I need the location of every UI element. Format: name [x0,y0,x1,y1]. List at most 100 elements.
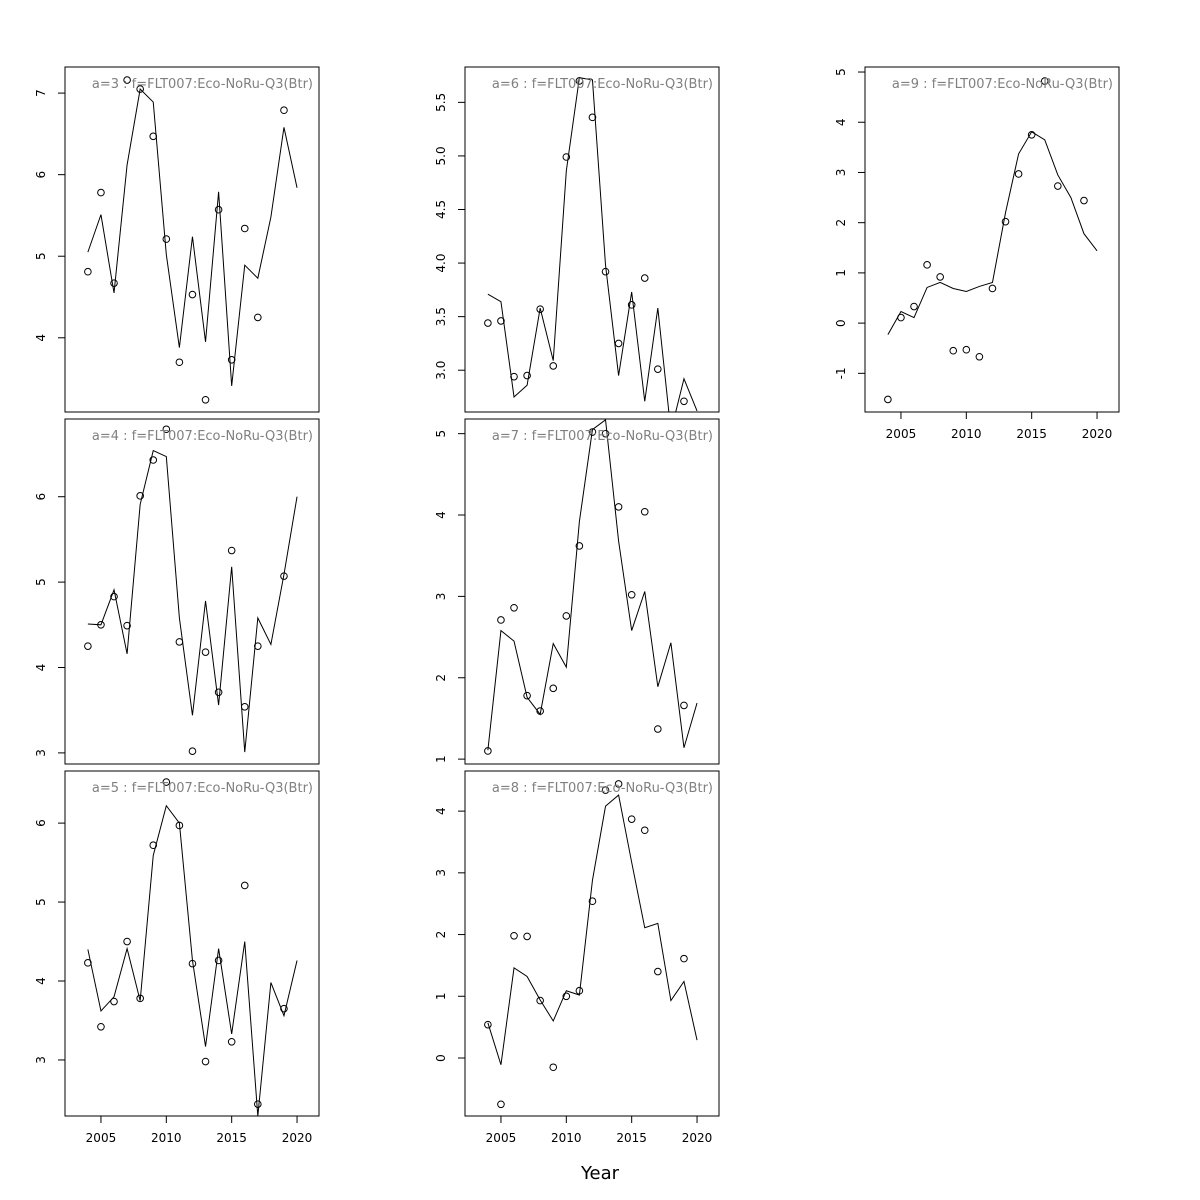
observed-point [588,897,597,906]
observed-point [214,205,223,214]
plot-frame [864,66,1120,413]
fitted-line [87,87,298,386]
observed-point [601,429,610,438]
y-tick-label: 4.5 [434,200,448,219]
observed-point [240,224,249,233]
panel-title: a=8 : f=FLT007:Eco-NoRu-Q3(Btr) [492,781,713,796]
y-tick-label: 0 [834,319,848,327]
y-tick-label: 3 [34,749,48,757]
observed-point [188,747,197,755]
observed-point [175,821,184,830]
observed-point [575,986,584,995]
observed-point [97,188,105,197]
y-tick-label: 3 [34,1056,48,1064]
panel-title: a=6 : f=FLT007:Eco-NoRu-Q3(Btr) [492,77,713,92]
observed-point [280,1004,288,1013]
y-tick-label: 5 [434,430,448,438]
y-tick-label: 3 [834,169,848,177]
y-tick-label: 5.5 [434,93,448,112]
y-tick-label: 4 [834,118,848,126]
observed-point [680,701,688,710]
observed-point [188,959,197,968]
observed-point [97,1022,105,1031]
observed-point [201,1057,210,1066]
observed-point [640,507,649,516]
y-tick-label: 6 [34,171,48,179]
observed-point [614,780,623,788]
observed-point [1027,130,1036,139]
observed-point [162,778,171,786]
x-tick-label: 2020 [1082,427,1113,441]
fitted-line [487,77,698,412]
plot-area [484,77,698,412]
plot-frame [64,66,320,413]
observed-point [923,261,931,269]
observed-point [123,621,131,630]
observed-point [1080,196,1088,205]
panel-title: a=3 : f=FLT007:Eco-NoRu-Q3(Btr) [92,77,313,92]
y-tick-label: 4 [34,977,48,985]
panel-title: a=7 : f=FLT007:Eco-NoRu-Q3(Btr) [492,429,713,444]
y-tick-label: 6 [34,493,48,501]
panel: a=5 : f=FLT007:Eco-NoRu-Q3(Btr) 3 4 5 6 2005 2… [34,770,320,1145]
observed-point [949,346,958,355]
observed-point [680,954,688,963]
observed-point [84,267,92,276]
observed-point [536,996,544,1005]
observed-point [162,235,171,243]
observed-point [640,274,649,282]
observed-point [227,546,236,555]
fitted-line [487,794,698,1065]
observed-point [175,358,184,367]
y-tick-label: 3.5 [434,307,448,326]
observed-point [523,691,531,700]
plot-area [484,780,698,1109]
observed-point [562,612,571,620]
observed-point [510,931,518,940]
observed-point [254,642,262,650]
observed-point [280,106,288,115]
y-tick-label: 5 [834,68,848,76]
observed-point [484,747,492,755]
observed-point [84,959,92,967]
observed-point [254,1100,262,1108]
observed-point [588,113,597,122]
panel: a=4 : f=FLT007:Eco-NoRu-Q3(Btr) 3 4 5 6 [34,418,320,765]
observed-point [149,841,158,850]
fitted-line [87,449,298,753]
x-tick-label: 2010 [951,427,982,441]
observed-point [680,397,688,406]
observed-point [162,425,171,434]
y-tick-label: 4 [34,334,48,342]
plot-frame [464,770,720,1117]
y-tick-label: 1 [434,992,448,1000]
plot-frame [464,66,720,413]
plot-frame [64,418,320,765]
observed-point [575,542,584,550]
y-tick-label: -1 [834,367,848,379]
observed-point [214,956,223,965]
observed-point [110,592,118,601]
y-tick-label: 2 [434,674,448,682]
observed-point [614,339,623,348]
y-tick-label: 0 [434,1054,448,1062]
panel: a=9 : f=FLT007:Eco-NoRu-Q3(Btr) -1 0 1 2 3 4 5 2… [834,66,1120,441]
observed-point [123,937,131,946]
observed-point [1054,182,1062,190]
observed-point [936,273,944,281]
observed-point [562,992,571,1001]
observed-point [497,616,505,624]
observed-point [910,302,918,311]
x-tick-label: 2010 [151,1131,182,1145]
panel-title: a=5 : f=FLT007:Eco-NoRu-Q3(Btr) [92,781,313,796]
panel: a=6 : f=FLT007:Eco-NoRu-Q3(Btr) 3.0 3.5 4.0… [434,66,720,413]
observed-point [149,456,158,464]
observed-point [627,815,636,823]
observed-point [523,932,531,941]
y-tick-label: 5 [34,898,48,906]
observed-point [654,967,662,976]
observed-point [201,648,210,656]
observed-point [588,428,597,436]
